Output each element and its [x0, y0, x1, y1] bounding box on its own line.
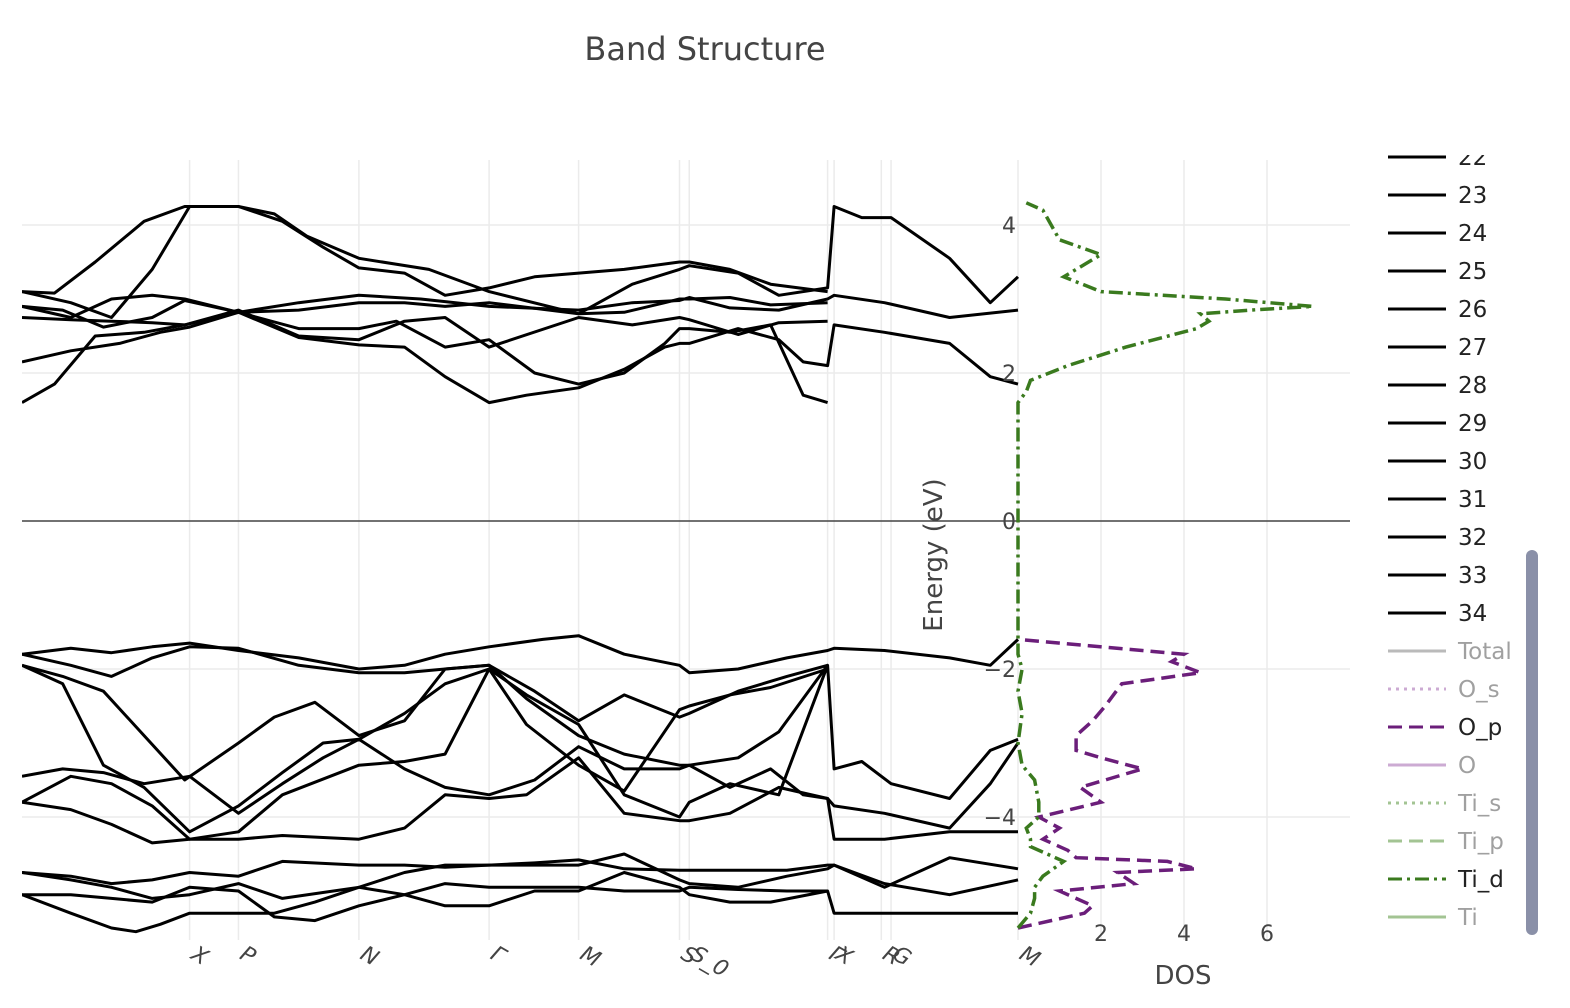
- legend-label: 23: [1458, 183, 1487, 209]
- dos-x-axis-title: DOS: [1155, 961, 1212, 991]
- legend-item[interactable]: 24: [1388, 221, 1487, 247]
- legend-label: 30: [1458, 449, 1487, 475]
- legend-item[interactable]: Ti_d: [1388, 867, 1504, 893]
- legend-label: 33: [1458, 563, 1487, 589]
- legend-item[interactable]: 34: [1388, 601, 1487, 627]
- legend-item[interactable]: 22: [1388, 145, 1487, 171]
- legend-label: Total: [1457, 639, 1512, 665]
- legend-label: 24: [1458, 221, 1487, 247]
- band-line-33: [22, 663, 829, 834]
- grid: [22, 160, 1350, 940]
- band-line-35: [22, 664, 830, 841]
- kpath-tick-label: Γ: [486, 942, 511, 971]
- kpath-tick-label: M: [1015, 942, 1044, 973]
- y-tick-label: −2: [984, 658, 1016, 683]
- band-line-39: [22, 882, 828, 923]
- kpath-tick-label: P: [235, 942, 260, 971]
- legend-item[interactable]: Ti_s: [1388, 791, 1501, 817]
- legend-item[interactable]: 32: [1388, 525, 1487, 551]
- band-line-36: [22, 756, 1018, 845]
- band-line-23: [22, 205, 1020, 316]
- legend-item[interactable]: 28: [1388, 373, 1487, 399]
- legend-item[interactable]: O_s: [1388, 677, 1500, 703]
- chart-title: Band Structure: [584, 30, 825, 68]
- legend-item[interactable]: 29: [1388, 411, 1487, 437]
- legend-label: 29: [1458, 411, 1487, 437]
- band-line-31: [22, 645, 828, 723]
- y-axis-title: Energy (eV): [919, 478, 949, 631]
- legend-item[interactable]: 27: [1388, 335, 1487, 361]
- legend-label: O_p: [1458, 715, 1502, 741]
- band-line-24: [22, 205, 828, 319]
- legend-label: Ti: [1457, 905, 1478, 931]
- legend[interactable]: 22 23 24 25 26 27 28 29 30 31 32 33 34 Total O_s O_p O Ti…: [1388, 145, 1512, 931]
- legend-label: 32: [1458, 525, 1487, 551]
- legend-label: 27: [1458, 335, 1487, 361]
- y-tick-label: 4: [1002, 214, 1016, 239]
- legend-item[interactable]: O: [1388, 753, 1476, 779]
- legend-label: Ti_s: [1457, 791, 1501, 817]
- band-line-26: [22, 293, 828, 319]
- dos-x-tick-label: 6: [1260, 922, 1274, 947]
- legend-item[interactable]: 25: [1388, 259, 1487, 285]
- legend-label: Ti_p: [1457, 829, 1504, 855]
- dos-lines: [1016, 201, 1313, 930]
- legend-item[interactable]: 26: [1388, 297, 1487, 323]
- band-lines: [22, 205, 1020, 934]
- dos-line-O_p: [1017, 637, 1202, 930]
- band-line-30: [22, 634, 1020, 675]
- kpath-tick-label: X: [186, 941, 213, 971]
- band-line-27: [22, 308, 828, 349]
- legend-label: 22: [1458, 145, 1487, 171]
- band-line-38: [22, 852, 1019, 900]
- dos-x-tick-label: 4: [1177, 922, 1191, 947]
- legend-item[interactable]: 31: [1388, 487, 1487, 513]
- y-tick-label: 0: [1002, 510, 1016, 535]
- y-tick-label: 2: [1002, 362, 1016, 387]
- legend-label: Ti_d: [1457, 867, 1504, 893]
- kpath-tick-label: N: [356, 942, 383, 972]
- legend-item[interactable]: Ti_p: [1388, 829, 1504, 855]
- legend-label: 25: [1458, 259, 1487, 285]
- axis-ticks: 420−2−42 4 6X P N Γ M SS_0 ΓX RG M: [186, 214, 1274, 983]
- legend-item[interactable]: O_p: [1388, 715, 1502, 741]
- y-tick-label: −4: [984, 806, 1016, 831]
- band-line-25: [22, 293, 1019, 329]
- legend-item[interactable]: 30: [1388, 449, 1487, 475]
- dos-x-tick-label: 2: [1094, 922, 1108, 947]
- legend-item[interactable]: 23: [1388, 183, 1487, 209]
- legend-item[interactable]: 33: [1388, 563, 1487, 589]
- legend-label: 34: [1458, 601, 1487, 627]
- legend-label: 28: [1458, 373, 1487, 399]
- dos-line-Ti_d: [1016, 201, 1313, 930]
- legend-label: O: [1458, 753, 1476, 779]
- band-line-32: [22, 663, 1019, 800]
- kpath-tick-label: M: [576, 942, 605, 973]
- legend-label: 26: [1458, 297, 1487, 323]
- band-line-40: [22, 871, 1018, 934]
- legend-item[interactable]: Ti: [1388, 905, 1478, 931]
- legend-scrollbar[interactable]: [1526, 550, 1538, 935]
- band-line-29: [22, 310, 829, 405]
- legend-label: O_s: [1458, 677, 1500, 703]
- band-line-37: [22, 856, 1019, 889]
- legend-item[interactable]: Total: [1388, 639, 1512, 665]
- band-line-34: [22, 737, 1020, 830]
- legend-label: 31: [1458, 487, 1487, 513]
